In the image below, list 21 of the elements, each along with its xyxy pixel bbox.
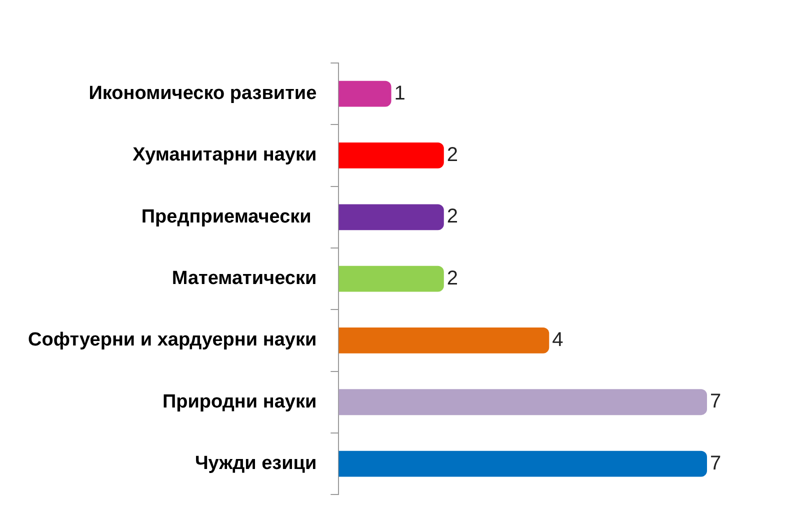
bar [338, 266, 444, 292]
data-label: 1 [394, 82, 406, 104]
y-tick-label: Предприемачески [141, 206, 317, 228]
bar [338, 328, 550, 354]
y-tick-label: Икономическо развитие [88, 83, 317, 104]
data-label: 2 [446, 144, 458, 166]
data-label: 7 [710, 452, 722, 474]
data-label: 4 [552, 328, 564, 351]
y-tick-label: Софтуерни и хардуерни науки [28, 330, 317, 351]
bar [338, 450, 707, 477]
bar [338, 389, 707, 416]
y-tick-label: Чужди езици [194, 453, 317, 474]
bar [338, 204, 444, 230]
bar [338, 80, 392, 107]
y-tick-label: Природни науки [162, 391, 317, 412]
y-tick-label: Хуманитарни науки [132, 144, 317, 166]
bar [338, 142, 444, 168]
data-label: 7 [710, 390, 722, 413]
y-tick-label: Математически [172, 268, 317, 290]
data-label: 2 [446, 267, 458, 290]
data-label: 2 [446, 206, 458, 228]
